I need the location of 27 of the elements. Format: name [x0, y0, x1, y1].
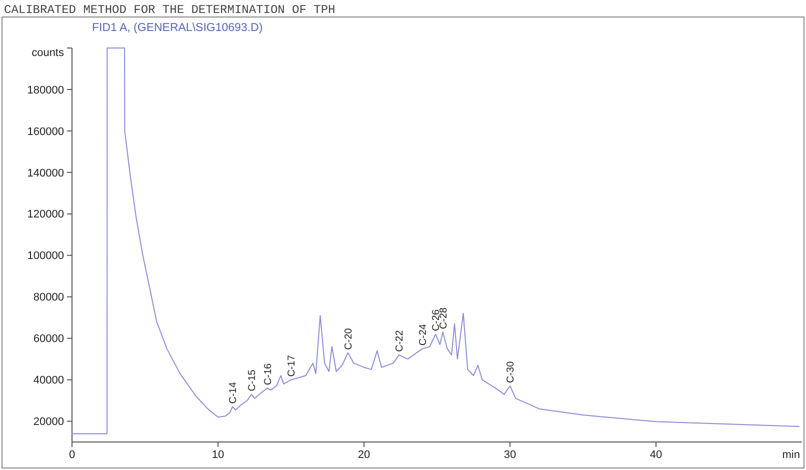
- y-tick-label: 20000: [33, 416, 64, 428]
- x-tick-label: 0: [68, 449, 76, 461]
- y-tick-label: 40000: [33, 374, 64, 387]
- annotation: C-24: [418, 324, 429, 346]
- annotation: C-15: [247, 369, 258, 392]
- x-axis-title: min: [782, 449, 800, 461]
- y-tick-label: 60000: [33, 333, 64, 346]
- y-axis-title: counts: [32, 46, 64, 59]
- x-tick-label: 40: [650, 449, 662, 461]
- y-tick-label: 160000: [27, 126, 64, 138]
- chart-title: CALIBRATED METHOD FOR THE DETERMINATION OF TPH: [4, 3, 336, 17]
- annotation: C-20: [343, 328, 354, 350]
- line-series: [72, 48, 800, 434]
- annotation: C-22: [394, 330, 406, 352]
- chart-subtitle: FID1 A, (GENERAL\SIG10693.D): [92, 22, 263, 34]
- x-tick-label: 10: [212, 449, 224, 461]
- y-tick-label: 120000: [27, 208, 64, 221]
- annotation: C-14: [228, 382, 240, 404]
- annotation: C-16: [263, 362, 274, 386]
- x-tick-label: 30: [504, 449, 516, 461]
- y-tick-label: 180000: [27, 84, 64, 96]
- y-tick-label: 100000: [27, 250, 64, 262]
- y-tick-label: 140000: [27, 167, 64, 180]
- x-tick-label: 20: [358, 449, 370, 461]
- annotation: C-30: [506, 360, 516, 384]
- annotation: C-17: [286, 354, 298, 377]
- y-tick-label: 80000: [33, 292, 64, 304]
